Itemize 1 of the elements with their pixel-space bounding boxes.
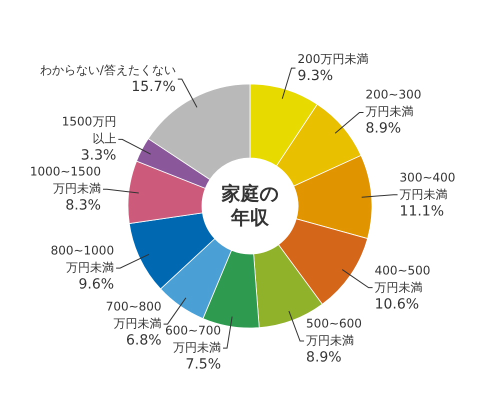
text: 家庭の年収 — [220, 182, 280, 230]
